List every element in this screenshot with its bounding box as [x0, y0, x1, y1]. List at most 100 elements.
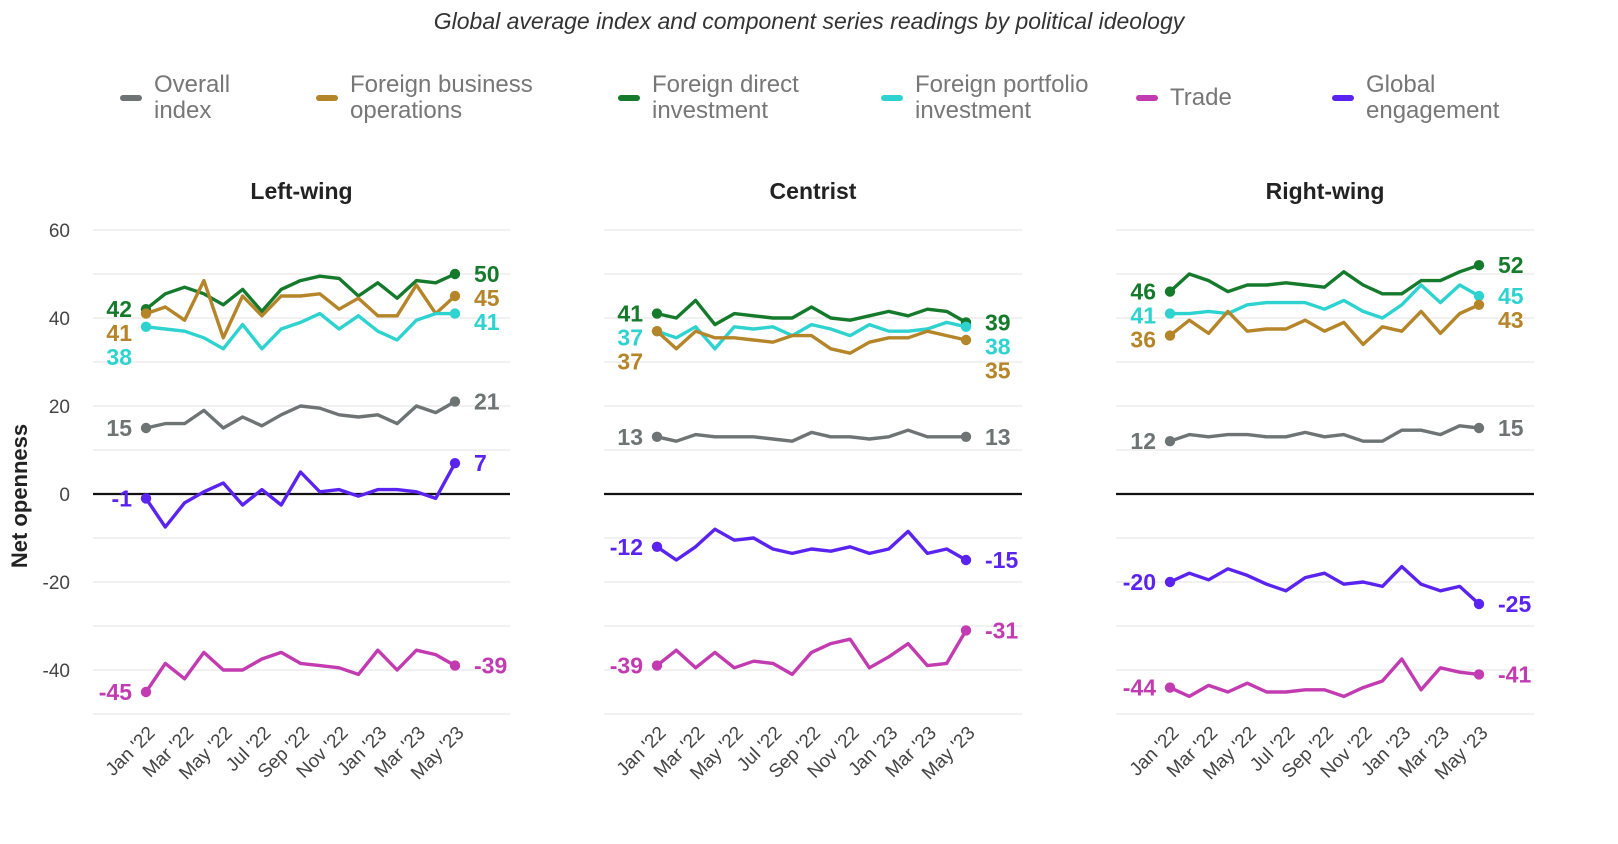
y-tick-label: -20 — [43, 573, 70, 594]
series-line-trade — [655, 628, 968, 677]
series-line-global — [144, 461, 457, 529]
legend-item-fpi: Foreign portfolio investment — [881, 70, 1088, 126]
series-line-global — [1168, 564, 1481, 606]
series-line-overall — [1168, 424, 1481, 443]
series-end-marker-overall — [1473, 422, 1485, 434]
series-end-marker-trade — [449, 660, 461, 671]
y-tick-label: 0 — [59, 485, 70, 506]
legend-swatch-global — [1332, 95, 1354, 101]
series-line-fbo — [655, 329, 968, 355]
series-start-label-trade: -39 — [610, 653, 643, 679]
series-start-marker-trade — [140, 686, 152, 698]
series-start-label-fbo: 37 — [617, 349, 643, 375]
series-start-label-trade: -45 — [99, 679, 132, 705]
series-end-label-fdi: 39 — [985, 309, 1011, 335]
series-line-trade — [144, 648, 457, 694]
series-line-global — [655, 527, 968, 562]
legend-swatch-trade — [1136, 95, 1158, 101]
series-end-label-fdi: 50 — [474, 261, 500, 287]
series-start-label-global: -12 — [610, 534, 643, 560]
series-line-fpi — [144, 311, 457, 351]
series-line-fbo — [1168, 303, 1481, 347]
series-start-label-fpi: 41 — [1130, 303, 1156, 329]
series-start-marker-global — [651, 541, 663, 552]
panel-title: Centrist — [770, 178, 857, 204]
series-end-label-global: 7 — [474, 450, 487, 476]
series-end-label-fdi: 52 — [1498, 252, 1524, 278]
series-end-label-overall: 21 — [474, 389, 500, 415]
series-start-marker-fpi — [1164, 308, 1176, 319]
series-start-label-fdi: 41 — [617, 301, 643, 327]
legend-item-trade: Trade — [1136, 70, 1232, 126]
series-end-marker-trade — [1473, 669, 1485, 680]
series-end-label-trade: -41 — [1498, 661, 1531, 687]
series-start-label-fpi: 38 — [106, 344, 132, 370]
series-start-label-fdi: 42 — [106, 296, 132, 322]
legend-label-overall: Overall index — [154, 71, 231, 124]
series-start-marker-global — [140, 493, 152, 504]
series-end-marker-overall — [449, 396, 461, 407]
series-end-marker-fbo — [960, 334, 972, 346]
series-end-marker-fdi — [449, 268, 461, 280]
series-end-marker-global — [1473, 598, 1485, 610]
legend-label-global: Global engagement — [1366, 71, 1500, 124]
series-end-label-trade: -31 — [985, 617, 1018, 643]
series-end-label-fpi: 38 — [985, 333, 1011, 359]
y-axis-label: Net openness — [7, 424, 32, 568]
series-start-label-overall: 12 — [1130, 428, 1156, 454]
series-start-marker-global — [1164, 576, 1176, 588]
series-line-trade — [1168, 657, 1481, 699]
series-start-label-overall: 13 — [617, 424, 643, 450]
chart-title: Global average index and component serie… — [433, 8, 1185, 34]
legend-label-fdi: Foreign direct investment — [652, 71, 799, 124]
legend-item-fbo: Foreign business operations — [316, 70, 533, 126]
series-start-marker-fbo — [651, 326, 663, 337]
series-end-label-overall: 15 — [1498, 415, 1524, 441]
series-start-marker-trade — [651, 660, 663, 671]
series-end-label-trade: -39 — [474, 653, 507, 679]
series-line-fdi — [1168, 263, 1481, 296]
series-start-label-fbo: 41 — [106, 320, 132, 346]
series-end-label-fpi: 45 — [1498, 283, 1524, 309]
legend-swatch-fdi — [618, 95, 640, 101]
series-end-label-fbo: 35 — [985, 357, 1011, 383]
legend-swatch-overall — [120, 95, 142, 101]
series-line-overall — [144, 399, 457, 430]
series-end-label-fbo: 45 — [474, 285, 500, 311]
series-line-fdi — [655, 298, 968, 327]
series-end-label-fbo: 43 — [1498, 307, 1524, 333]
legend-swatch-fbo — [316, 95, 338, 101]
series-end-marker-fpi — [1473, 290, 1485, 302]
legend-label-trade: Trade — [1170, 84, 1232, 111]
y-tick-label: 20 — [49, 397, 70, 418]
panel-title: Right-wing — [1266, 178, 1385, 204]
series-start-marker-overall — [140, 422, 152, 434]
legend-swatch-fpi — [881, 95, 903, 101]
series-line-overall — [655, 428, 968, 443]
series-end-label-fpi: 41 — [474, 309, 500, 335]
series-start-marker-overall — [651, 431, 663, 442]
legend-label-fpi: Foreign portfolio investment — [915, 71, 1089, 124]
series-start-marker-fbo — [1164, 330, 1176, 341]
series-line-fpi — [1168, 283, 1481, 320]
y-tick-label: 60 — [49, 221, 70, 242]
series-end-marker-trade — [960, 625, 972, 636]
series-end-marker-overall — [960, 431, 972, 442]
panel-title: Left-wing — [250, 178, 352, 204]
series-start-marker-overall — [1164, 436, 1176, 447]
y-tick-label: -40 — [43, 661, 70, 682]
series-end-marker-fdi — [1473, 260, 1485, 271]
series-start-marker-fdi — [651, 308, 663, 319]
legend-item-global: Global engagement — [1332, 70, 1499, 126]
series-end-marker-fpi — [960, 321, 972, 332]
series-start-label-fbo: 36 — [1130, 327, 1156, 353]
series-start-marker-fpi — [140, 321, 152, 332]
series-start-label-fdi: 46 — [1130, 279, 1156, 305]
y-tick-label: 40 — [49, 309, 70, 330]
series-start-marker-fdi — [1164, 286, 1176, 297]
series-end-marker-fbo — [1473, 299, 1485, 310]
series-end-marker-fpi — [449, 308, 461, 319]
